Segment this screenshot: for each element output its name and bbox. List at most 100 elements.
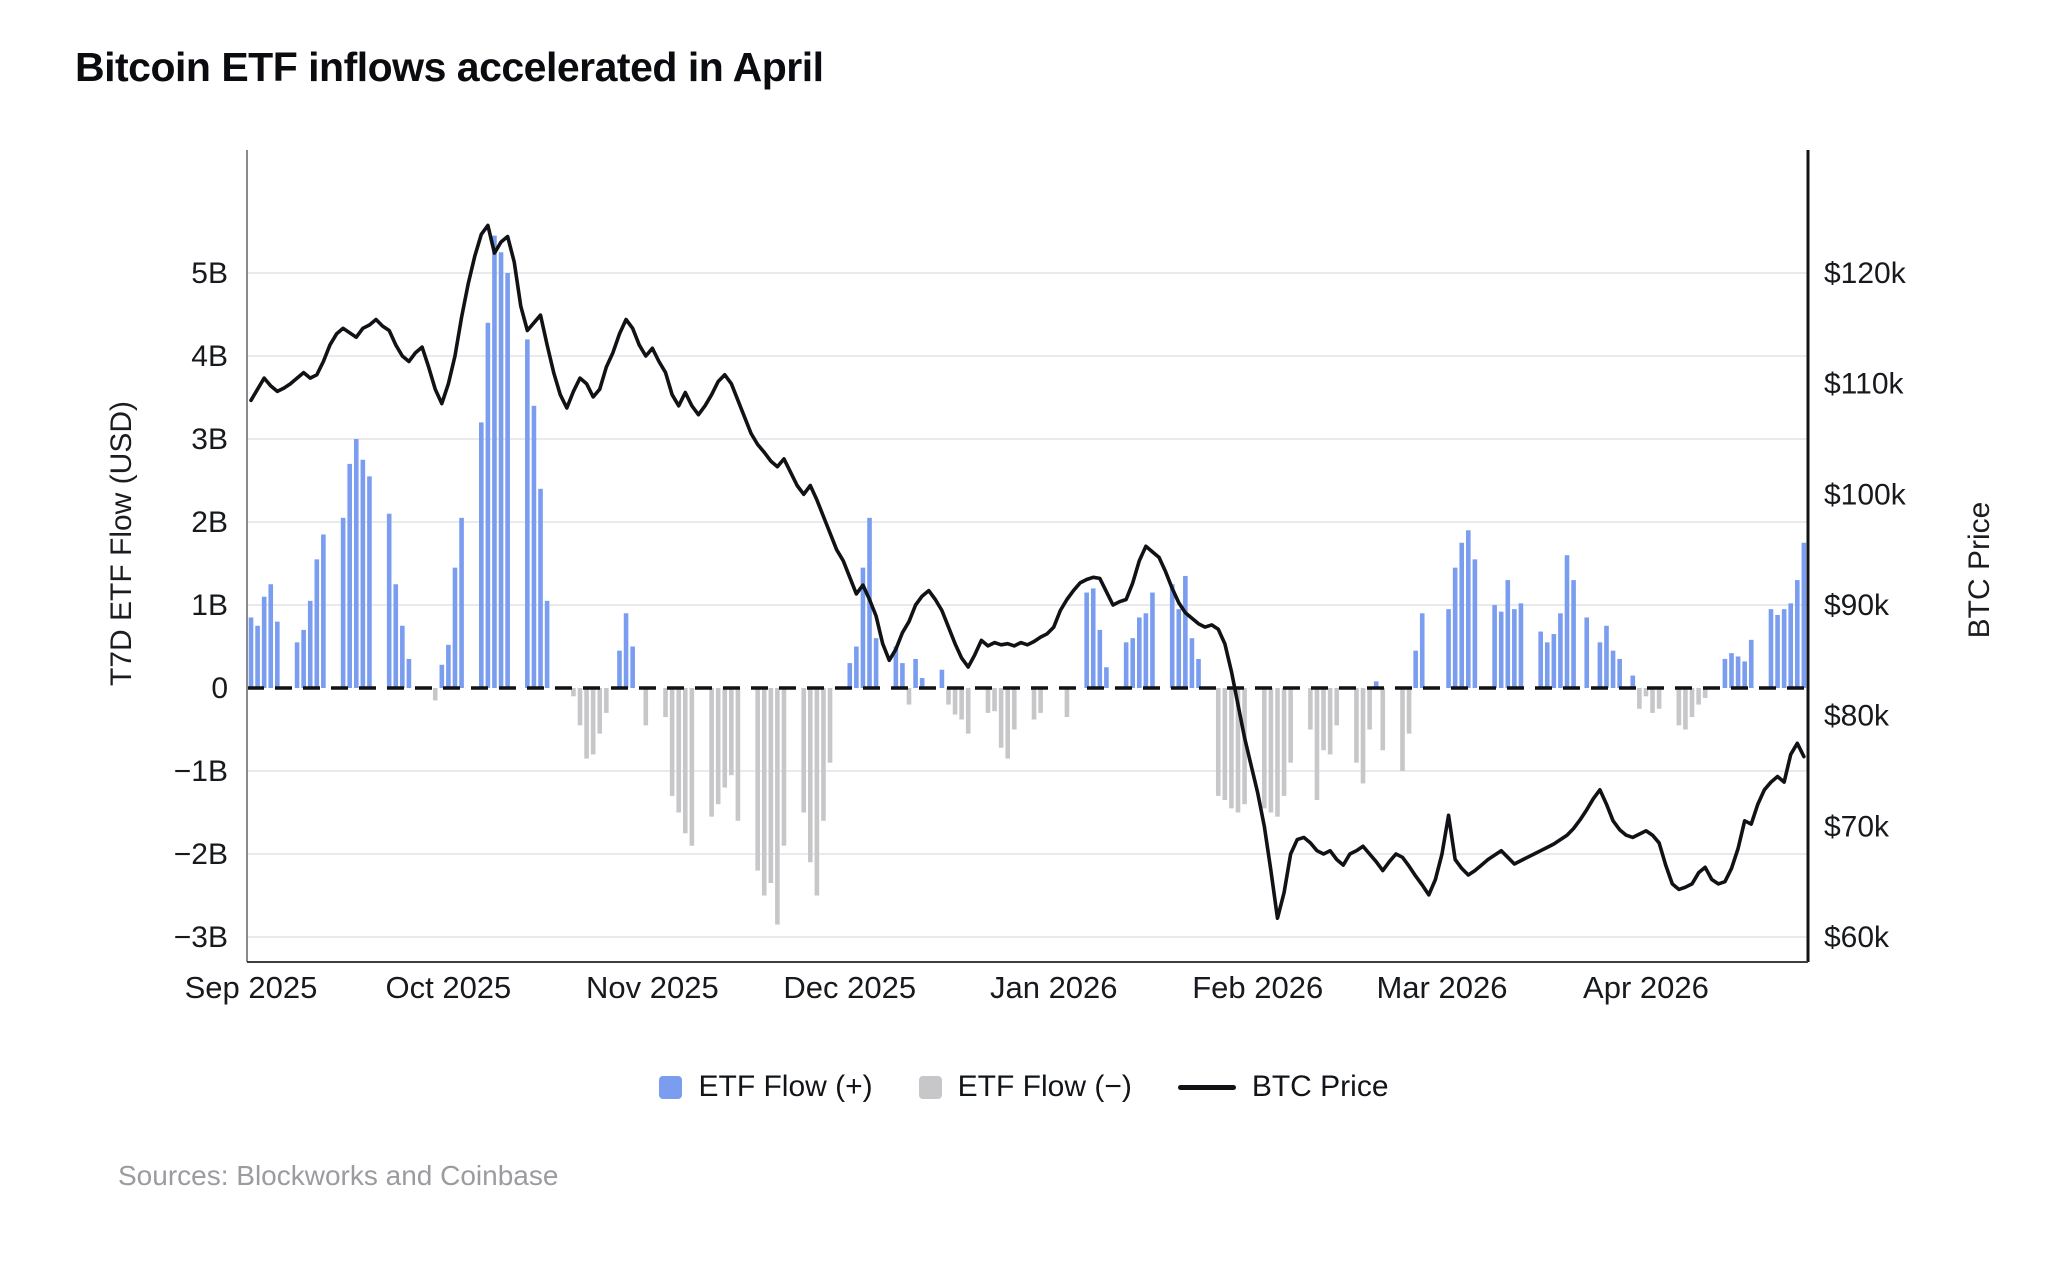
right-axis-title: BTC Price	[1963, 501, 1996, 639]
etf-outflow-bar	[1400, 688, 1405, 771]
etf-outflow-bar	[1275, 688, 1280, 817]
etf-inflow-bar	[314, 559, 320, 688]
etf-outflow-bar	[1327, 688, 1333, 755]
price-axis-tick-label: $100k	[1824, 478, 1907, 511]
etf-outflow-bar	[1380, 688, 1386, 751]
inflow-swatch-icon	[659, 1075, 683, 1099]
etf-inflow-bar	[1123, 642, 1129, 688]
legend-label: ETF Flow (+)	[698, 1070, 873, 1103]
etf-inflow-bar	[386, 513, 392, 688]
etf-inflow-bar	[1492, 605, 1497, 688]
etf-inflow-bar	[1143, 613, 1149, 688]
etf-outflow-bar	[1262, 688, 1267, 809]
etf-inflow-bar	[452, 567, 458, 688]
etf-outflow-bar	[709, 688, 714, 817]
etf-outflow-bar	[814, 688, 820, 896]
etf-outflow-bar	[1650, 688, 1655, 713]
etf-outflow-bar	[689, 688, 695, 846]
etf-outflow-bar	[946, 688, 951, 705]
etf-outflow-bar	[1676, 688, 1682, 726]
etf-inflow-bar	[1748, 639, 1754, 688]
etf-outflow-bar	[1308, 688, 1313, 730]
legend-item-etf-flow-negative: ETF Flow (−)	[918, 1070, 1132, 1104]
etf-inflow-bar	[1505, 580, 1511, 688]
etf-outflow-bar	[669, 688, 675, 796]
etf-inflow-bar	[1518, 603, 1524, 688]
month-tick-label: Oct 2025	[385, 970, 511, 1005]
etf-inflow-bar	[1729, 653, 1734, 688]
etf-inflow-bar	[1768, 609, 1774, 688]
etf-inflow-bar	[446, 644, 451, 688]
etf-inflow-bar	[1084, 592, 1089, 688]
etf-outflow-bar	[1406, 688, 1412, 734]
etf-outflow-bar	[1689, 688, 1695, 718]
btc-price-line	[249, 223, 1806, 921]
etf-outflow-bar	[1314, 688, 1320, 801]
page-title: Bitcoin ETF inflows accelerated in April	[75, 44, 824, 90]
etf-inflow-bar	[347, 463, 352, 688]
etf-inflow-bar	[1544, 642, 1550, 688]
etf-inflow-bar	[367, 476, 372, 688]
etf-inflow-bar	[544, 600, 550, 688]
etf-inflow-bar	[275, 621, 280, 688]
etf-outflow-bar	[1334, 688, 1339, 726]
etf-outflow-bar	[729, 688, 734, 776]
etf-outflow-bar	[775, 688, 780, 925]
etf-inflow-bar	[1604, 625, 1609, 688]
etf-inflow-bar	[1735, 656, 1741, 688]
etf-inflow-bar	[1610, 650, 1616, 688]
etf-inflow-bar	[1617, 658, 1622, 688]
etf-outflow-bar	[827, 688, 833, 763]
etf-inflow-bar	[1498, 611, 1504, 688]
etf-inflow-bar	[459, 517, 464, 688]
etf-outflow-bar	[1229, 688, 1234, 809]
etf-inflow-bar	[360, 459, 366, 688]
etf-inflow-bar	[1097, 629, 1103, 688]
etf-outflow-bar	[682, 688, 688, 834]
etf-inflow-bar	[538, 488, 543, 688]
etf-inflow-bar	[1189, 638, 1195, 688]
etf-inflow-bar	[1373, 681, 1379, 688]
etf-inflow-bar	[531, 405, 537, 688]
etf-inflow-bar	[1176, 609, 1182, 688]
etf-inflow-bar	[1571, 580, 1576, 688]
etf-inflow-bar	[1801, 542, 1807, 688]
month-tick-label: Jan 2026	[990, 970, 1118, 1005]
etf-outflow-bar	[768, 688, 774, 884]
etf-outflow-bar	[1038, 688, 1043, 713]
etf-outflow-bar	[1005, 688, 1010, 759]
etf-outflow-bar	[676, 688, 681, 813]
etf-outflow-bar	[1321, 688, 1326, 751]
etf-inflow-bar	[854, 646, 859, 688]
etf-inflow-bar	[1169, 584, 1175, 688]
etf-inflow-bar	[873, 638, 879, 688]
etf-inflow-bar	[617, 650, 622, 688]
etf-inflow-bar	[248, 617, 254, 688]
etf-inflow-bar	[1090, 588, 1096, 688]
etf-inflow-bar	[900, 663, 905, 688]
etf-outflow-bar	[584, 688, 589, 759]
etf-inflow-bar	[393, 584, 399, 688]
etf-inflow-bar	[1183, 575, 1188, 688]
etf-outflow-bar	[965, 688, 971, 734]
etf-outflow-bar	[1288, 688, 1293, 763]
etf-inflow-bar	[1196, 658, 1201, 688]
etf-outflow-bar	[735, 688, 741, 821]
etf-inflow-bar	[1564, 555, 1570, 688]
etf-outflow-bar	[808, 688, 813, 863]
price-axis-tick-label: $60k	[1824, 921, 1890, 954]
etf-outflow-bar	[571, 688, 576, 697]
etf-inflow-bar	[255, 625, 260, 688]
etf-inflow-bar	[485, 322, 491, 688]
etf-outflow-bar	[643, 688, 649, 726]
legend-item-btc-price: BTC Price	[1177, 1070, 1389, 1104]
etf-inflow-bar	[261, 596, 267, 688]
etf-outflow-bar	[959, 688, 964, 720]
month-tick-label: Sep 2025	[185, 970, 318, 1005]
etf-outflow-bar	[1637, 688, 1642, 709]
flow-axis-tick-label: 1B	[191, 589, 228, 622]
price-axis-tick-label: $110k	[1824, 368, 1905, 401]
etf-inflow-bar	[919, 678, 925, 688]
etf-inflow-bar	[1452, 567, 1458, 688]
